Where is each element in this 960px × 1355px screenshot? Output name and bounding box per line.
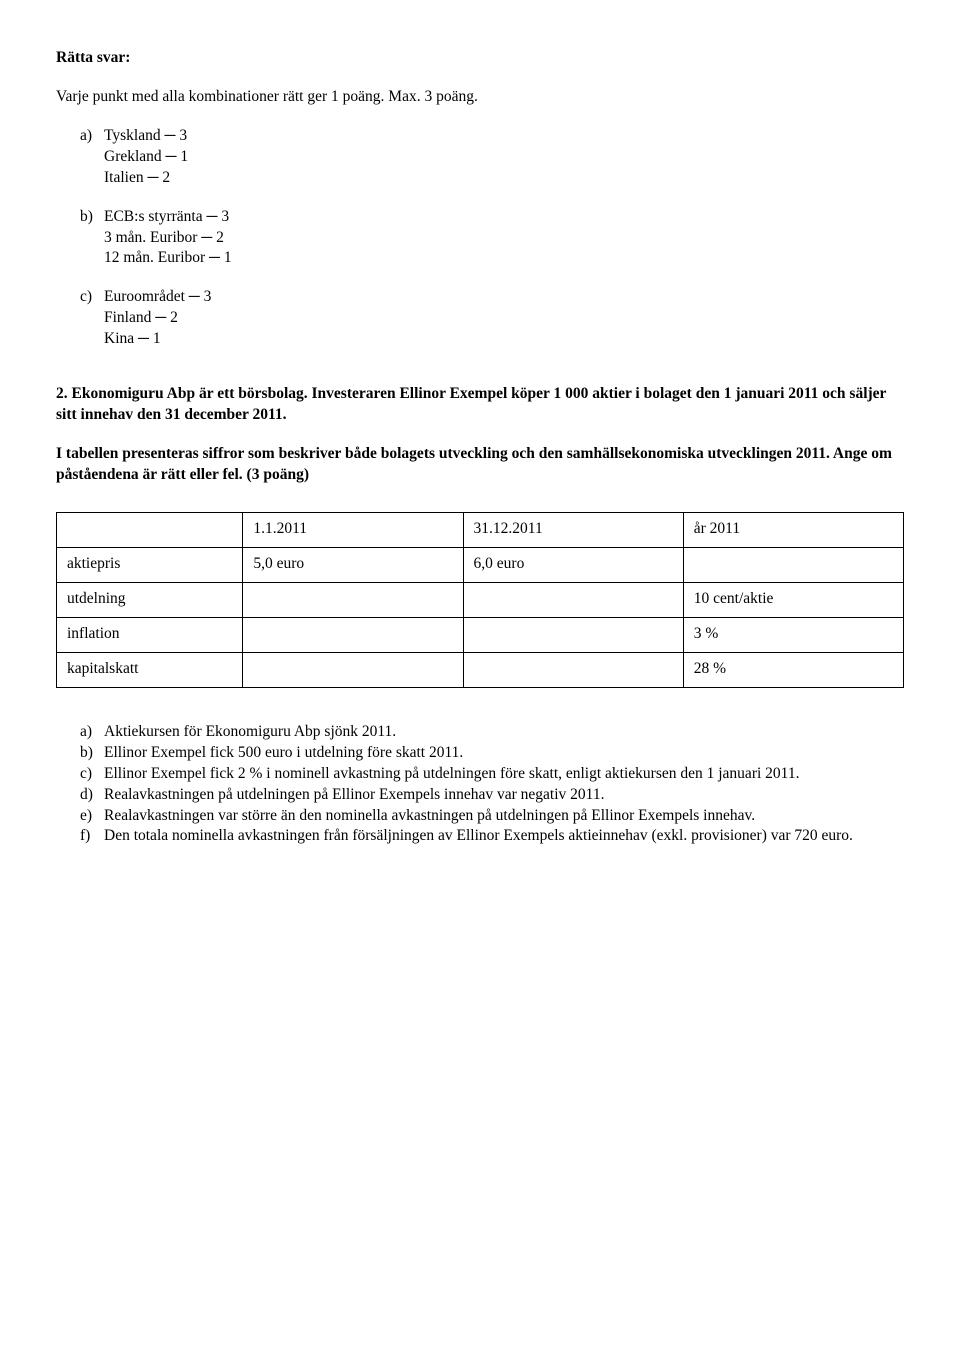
q1-c-item-1: Finland ─ 2 xyxy=(104,308,904,329)
q1-block-c: c) Euroområdet ─ 3 Finland ─ 2 Kina ─ 1 xyxy=(56,287,904,350)
table-header-row: 1.1.2011 31.12.2011 år 2011 xyxy=(57,512,904,547)
list-item: d) Realavkastningen på utdelningen på El… xyxy=(80,785,904,806)
q2-d-marker: d) xyxy=(80,785,104,806)
q1-a-item-0: Tyskland ─ 3 xyxy=(104,126,187,147)
heading: Rätta svar: xyxy=(56,48,904,69)
table-cell xyxy=(683,547,903,582)
q1-c-marker: c) xyxy=(80,287,104,308)
q1-block-a: a) Tyskland ─ 3 Grekland ─ 1 Italien ─ 2 xyxy=(56,126,904,189)
q1-c-item-2: Kina ─ 1 xyxy=(104,329,904,350)
table-cell: kapitalskatt xyxy=(57,652,243,687)
table-cell xyxy=(243,652,463,687)
intro-text: Varje punkt med alla kombinationer rätt … xyxy=(56,87,904,108)
q1-b-item-0: ECB:s styrränta ─ 3 xyxy=(104,207,229,228)
q2-f-text: Den totala nominella avkastningen från f… xyxy=(104,826,853,847)
table-row: aktiepris 5,0 euro 6,0 euro xyxy=(57,547,904,582)
q1-a-marker: a) xyxy=(80,126,104,147)
q2-a-text: Aktiekursen för Ekonomiguru Abp sjönk 20… xyxy=(104,722,396,743)
list-item: e) Realavkastningen var större än den no… xyxy=(80,806,904,827)
table-cell xyxy=(463,617,683,652)
table-cell: 6,0 euro xyxy=(463,547,683,582)
q1-b-item-1: 3 mån. Euribor ─ 2 xyxy=(104,228,904,249)
q2-c-text: Ellinor Exempel fick 2 % i nominell avka… xyxy=(104,764,799,785)
table-row: inflation 3 % xyxy=(57,617,904,652)
q1-a-item-1: Grekland ─ 1 xyxy=(104,147,904,168)
q2-b-text: Ellinor Exempel fick 500 euro i utdelnin… xyxy=(104,743,463,764)
q2-list: a) Aktiekursen för Ekonomiguru Abp sjönk… xyxy=(56,722,904,848)
q1-block-b: b) ECB:s styrränta ─ 3 3 mån. Euribor ─ … xyxy=(56,207,904,270)
q2-a-marker: a) xyxy=(80,722,104,743)
table-cell: utdelning xyxy=(57,582,243,617)
q1-b-item-2: 12 mån. Euribor ─ 1 xyxy=(104,248,904,269)
q1-a-item-2: Italien ─ 2 xyxy=(104,168,904,189)
q1-b-marker: b) xyxy=(80,207,104,228)
table-cell: 5,0 euro xyxy=(243,547,463,582)
table-row: kapitalskatt 28 % xyxy=(57,652,904,687)
list-item: a) Aktiekursen för Ekonomiguru Abp sjönk… xyxy=(80,722,904,743)
q2-d-text: Realavkastningen på utdelningen på Ellin… xyxy=(104,785,604,806)
q2-f-marker: f) xyxy=(80,826,104,847)
table-cell: 28 % xyxy=(683,652,903,687)
table-header-cell: 31.12.2011 xyxy=(463,512,683,547)
list-item: c) Ellinor Exempel fick 2 % i nominell a… xyxy=(80,764,904,785)
table-row: utdelning 10 cent/aktie xyxy=(57,582,904,617)
table-cell: 10 cent/aktie xyxy=(683,582,903,617)
table-header-cell: 1.1.2011 xyxy=(243,512,463,547)
list-item: f) Den totala nominella avkastningen frå… xyxy=(80,826,904,847)
q2-b-marker: b) xyxy=(80,743,104,764)
table-cell xyxy=(243,617,463,652)
data-table: 1.1.2011 31.12.2011 år 2011 aktiepris 5,… xyxy=(56,512,904,688)
table-cell xyxy=(243,582,463,617)
q1-c-item-0: Euroområdet ─ 3 xyxy=(104,287,211,308)
table-header-cell xyxy=(57,512,243,547)
table-cell: 3 % xyxy=(683,617,903,652)
q2-desc: I tabellen presenteras siffror som beskr… xyxy=(56,444,904,486)
q2-c-marker: c) xyxy=(80,764,104,785)
table-cell xyxy=(463,582,683,617)
table-cell xyxy=(463,652,683,687)
table-cell: inflation xyxy=(57,617,243,652)
list-item: b) Ellinor Exempel fick 500 euro i utdel… xyxy=(80,743,904,764)
q2-title: 2. Ekonomiguru Abp är ett börsbolag. Inv… xyxy=(56,384,904,426)
table-cell: aktiepris xyxy=(57,547,243,582)
table-header-cell: år 2011 xyxy=(683,512,903,547)
q2-e-marker: e) xyxy=(80,806,104,827)
q2-e-text: Realavkastningen var större än den nomin… xyxy=(104,806,755,827)
